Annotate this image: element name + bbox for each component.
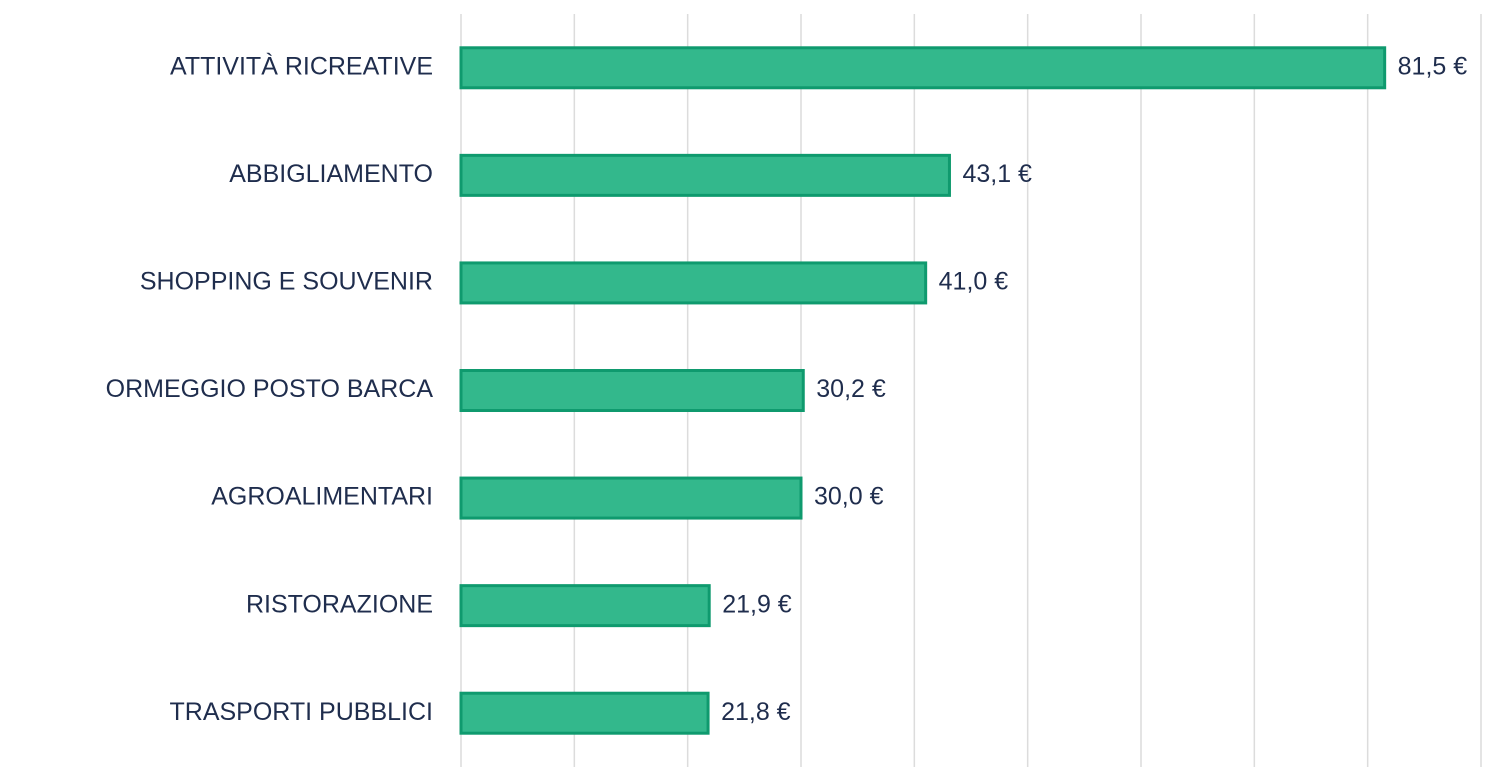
bar: [459, 584, 711, 628]
value-label: 30,2 €: [816, 375, 886, 403]
value-label: 41,0 €: [939, 268, 1009, 296]
y-tick-label: AGROALIMENTARI: [211, 483, 433, 511]
bar: [459, 261, 928, 305]
y-tick-label: SHOPPING E SOUVENIR: [140, 268, 433, 296]
value-label: 21,8 €: [721, 698, 791, 726]
value-label: 21,9 €: [722, 590, 792, 618]
bar: [459, 46, 1387, 90]
bar: [459, 153, 951, 197]
y-tick-label: ATTIVITÀ RICREATIVE: [170, 51, 433, 80]
y-tick-label: ABBIGLIAMENTO: [229, 160, 433, 188]
value-label: 81,5 €: [1398, 52, 1468, 80]
bar: [459, 369, 805, 412]
y-tick-label: TRASPORTI PUBBLICI: [170, 698, 434, 726]
bar: [459, 476, 803, 520]
bar: [459, 691, 710, 735]
y-tick-label: RISTORAZIONE: [246, 590, 433, 618]
value-label: 43,1 €: [962, 160, 1032, 188]
value-label: 30,0 €: [814, 483, 884, 511]
y-tick-label: ORMEGGIO POSTO BARCA: [106, 375, 434, 403]
